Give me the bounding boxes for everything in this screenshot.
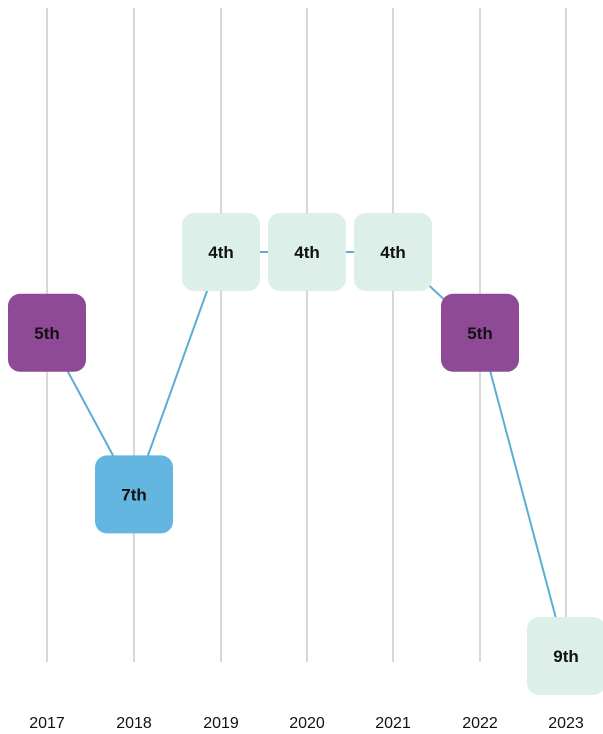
rank-marker-2018: 7th [95, 455, 173, 534]
x-tick-label-2023: 2023 [548, 715, 584, 732]
x-tick-label-2019: 2019 [203, 715, 239, 732]
rank-label-2023: 9th [553, 647, 579, 666]
rank-marker-box-2020 [268, 213, 346, 291]
rank-marker-2022: 5th [441, 293, 519, 372]
rank-label-2018: 7th [121, 485, 147, 504]
rank-marker-box-2018 [95, 455, 173, 534]
line-segment-2018-2019 [133, 251, 222, 496]
rank-label-2017: 5th [34, 324, 60, 343]
rank-label-2021: 4th [380, 243, 406, 262]
rank-marker-box-2023 [527, 617, 603, 695]
x-tick-label-2018: 2018 [116, 715, 152, 732]
x-axis: 2017 2018 2019 2020 2021 2022 2023 [29, 715, 584, 732]
rank-marker-2023: 9th [527, 617, 603, 695]
rank-marker-2020: 4th [268, 213, 346, 291]
x-tick-label-2017: 2017 [29, 715, 65, 732]
x-tick-label-2022: 2022 [462, 715, 498, 732]
rank-label-2019: 4th [208, 243, 234, 262]
x-tick-label-2021: 2021 [375, 715, 411, 732]
rank-marker-box-2017 [8, 293, 86, 372]
rank-label-2022: 5th [467, 324, 493, 343]
rank-markers: 5th 7th 4th 4th 4th 5th 9th [8, 213, 603, 695]
line-segment-2022-2023 [479, 331, 567, 657]
rank-label-2020: 4th [294, 243, 320, 262]
x-tick-label-2020: 2020 [289, 715, 325, 732]
rank-marker-2017: 5th [8, 293, 86, 372]
rank-marker-2019: 4th [182, 213, 260, 291]
rank-marker-box-2022 [441, 293, 519, 372]
rank-marker-2021: 4th [354, 213, 432, 291]
rank-marker-box-2019 [182, 213, 260, 291]
rank-marker-box-2021 [354, 213, 432, 291]
